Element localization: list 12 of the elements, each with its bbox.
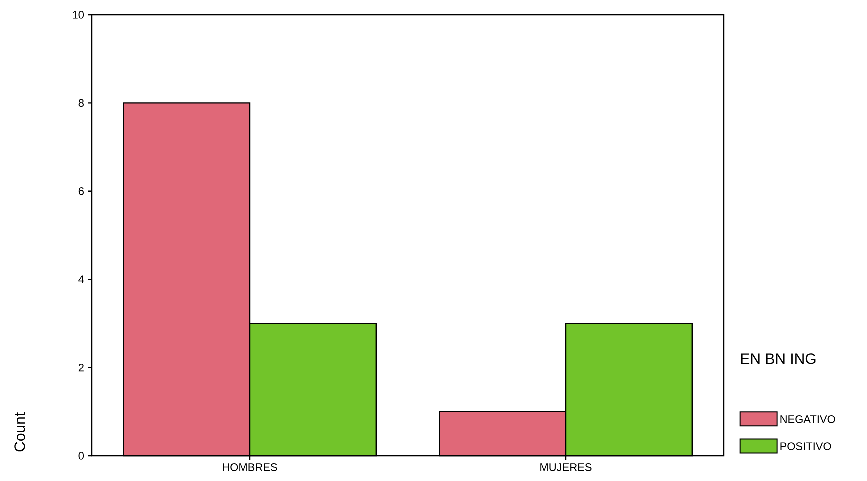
y-tick-label: 8 bbox=[78, 99, 84, 108]
y-axis-title: Count bbox=[14, 412, 26, 452]
y-tick-label: 4 bbox=[78, 276, 84, 284]
y-tick-label: 0 bbox=[78, 452, 84, 460]
x-tick-label: MUJERES bbox=[540, 464, 592, 472]
y-tick-label: 6 bbox=[78, 188, 84, 196]
legend-title: EN BN ING bbox=[741, 354, 816, 364]
y-tick-label: 2 bbox=[78, 364, 84, 372]
y-tick-label: 10 bbox=[73, 11, 84, 19]
x-tick-label: HOMBRES bbox=[223, 464, 278, 472]
legend-label: POSITIVO bbox=[780, 442, 832, 450]
legend-label: NEGATIVO bbox=[780, 416, 836, 424]
